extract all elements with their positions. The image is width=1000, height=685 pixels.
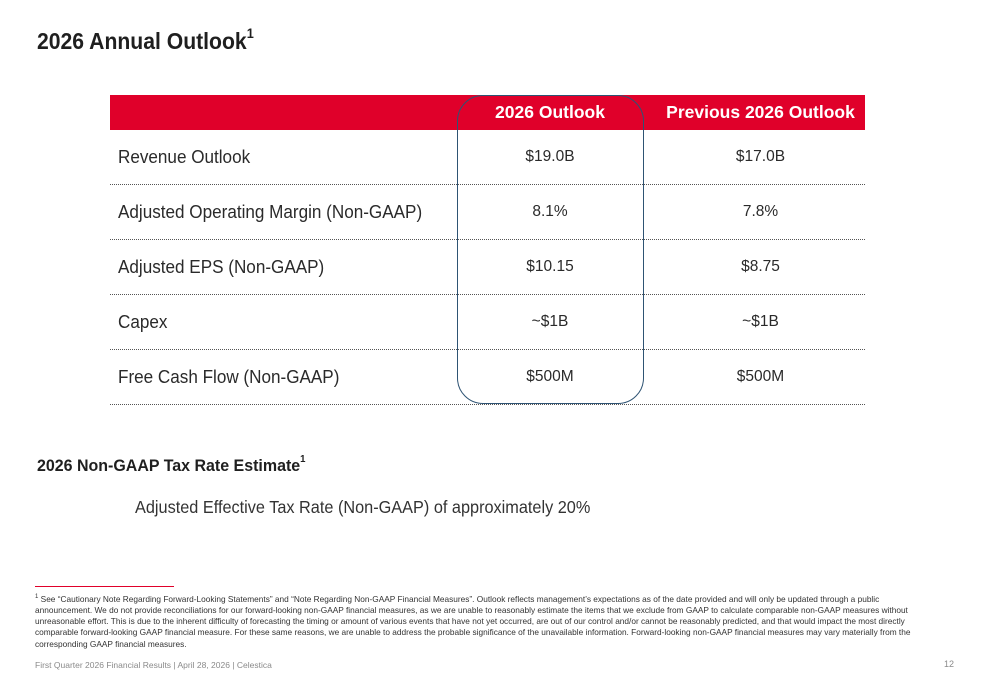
row-previous-value: $8.75	[741, 258, 780, 275]
tax-rate-text: Adjusted Effective Tax Rate (Non-GAAP) o…	[135, 497, 591, 517]
row-current-value: $19.0B	[525, 148, 575, 165]
table-row: Capex ~$1B ~$1B	[110, 295, 865, 350]
slide-footer: First Quarter 2026 Financial Results | A…	[35, 660, 272, 670]
row-label: Capex	[118, 312, 168, 332]
row-label: Free Cash Flow (Non-GAAP)	[118, 367, 340, 387]
outlook-table: 2026 Outlook Previous 2026 Outlook Reven…	[110, 95, 865, 405]
footnote-text: See “Cautionary Note Regarding Forward-L…	[35, 593, 911, 649]
page-title: 2026 Annual Outlook1	[37, 26, 254, 54]
row-previous-value: $500M	[736, 368, 785, 385]
row-current-value: ~$1B	[531, 313, 569, 330]
row-current-value: 8.1%	[532, 203, 568, 220]
row-label: Adjusted Operating Margin (Non-GAAP)	[118, 202, 423, 222]
tax-heading-footnote-marker: 1	[300, 454, 306, 466]
header-2026-outlook: 2026 Outlook	[495, 102, 605, 122]
table-row: Adjusted Operating Margin (Non-GAAP) 8.1…	[110, 185, 865, 240]
footnote-marker: 1	[35, 594, 39, 600]
row-label: Adjusted EPS (Non-GAAP)	[118, 257, 325, 277]
header-previous-outlook: Previous 2026 Outlook	[666, 102, 855, 122]
table-row: Adjusted EPS (Non-GAAP) $10.15 $8.75	[110, 240, 865, 295]
row-label: Revenue Outlook	[118, 147, 251, 167]
row-previous-value: $17.0B	[735, 148, 786, 165]
footnote: 1 See “Cautionary Note Regarding Forward…	[35, 592, 935, 650]
footnote-divider	[35, 586, 174, 587]
row-current-value: $500M	[526, 368, 574, 385]
page-number: 12	[943, 659, 954, 669]
table-row: Revenue Outlook $19.0B $17.0B	[110, 130, 865, 185]
row-previous-value: ~$1B	[742, 313, 779, 330]
table-header: 2026 Outlook Previous 2026 Outlook	[110, 95, 865, 130]
tax-rate-heading: 2026 Non-GAAP Tax Rate Estimate1	[37, 454, 306, 475]
table-row: Free Cash Flow (Non-GAAP) $500M $500M	[110, 350, 865, 405]
row-previous-value: 7.8%	[742, 203, 779, 220]
row-current-value: $10.15	[526, 258, 574, 275]
title-footnote-marker: 1	[246, 26, 254, 42]
